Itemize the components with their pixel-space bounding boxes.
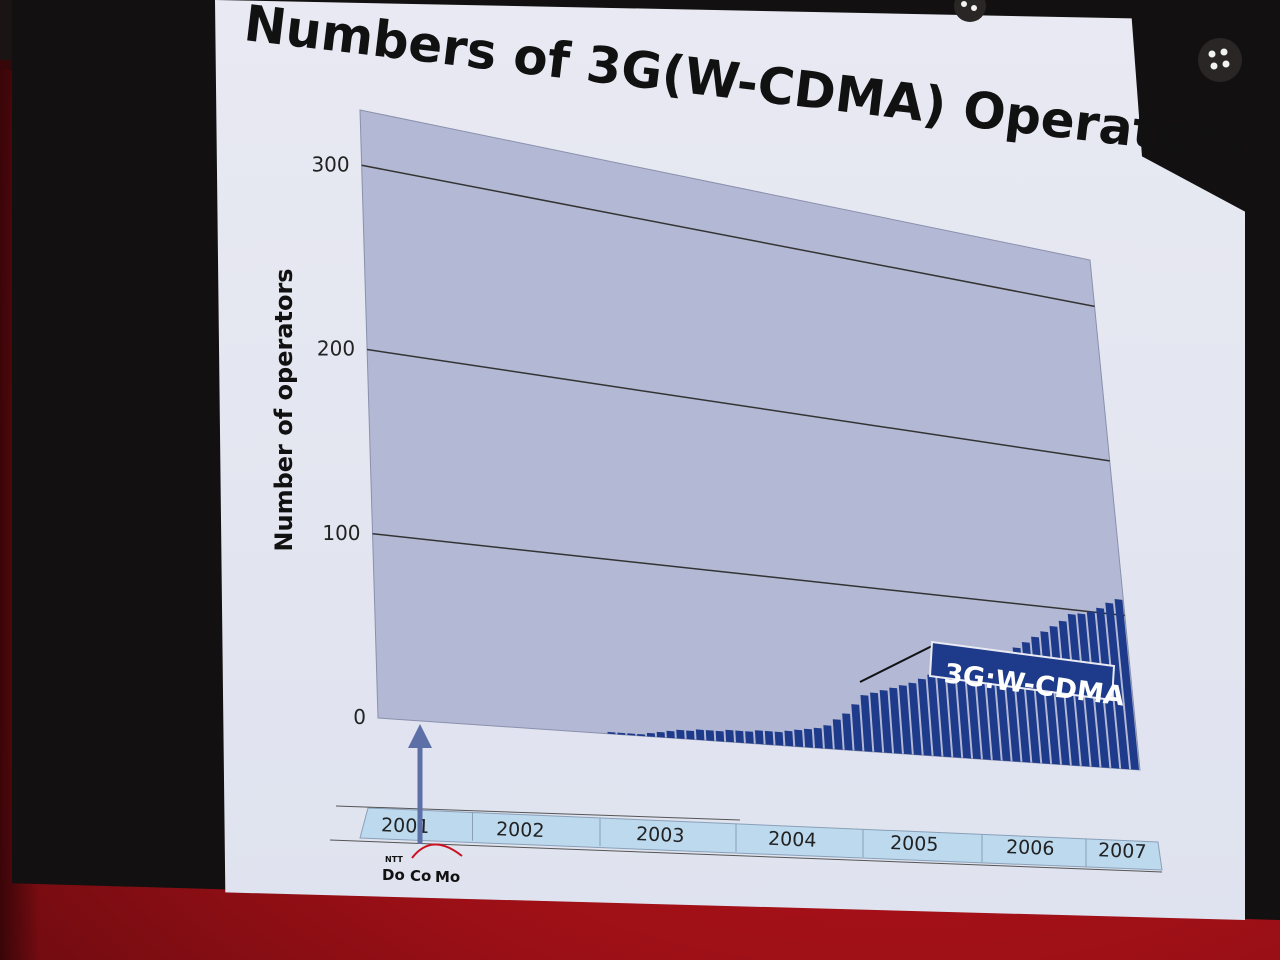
logo-mo-text: Mo — [435, 868, 460, 886]
year-label: 2007 — [1098, 839, 1147, 863]
logo-do-text: Do — [382, 866, 405, 884]
bar — [725, 729, 735, 743]
y-tick-label: 200 — [317, 337, 355, 361]
year-band-bottom-line — [329, 839, 1163, 873]
bar — [965, 661, 981, 760]
bar — [879, 690, 893, 754]
bar — [803, 728, 814, 748]
year-label: 2004 — [768, 828, 817, 852]
bar — [764, 730, 774, 745]
bar — [774, 731, 784, 746]
bar — [955, 664, 972, 759]
bar — [754, 730, 764, 745]
bar — [813, 727, 823, 749]
bar — [686, 730, 695, 740]
bar — [715, 730, 725, 742]
year-label: 2005 — [890, 832, 939, 856]
bar — [974, 659, 991, 760]
y-tick-labels: 0 100 200 300 — [311, 152, 366, 729]
bar — [666, 730, 675, 739]
bar — [745, 731, 754, 744]
bar — [617, 732, 626, 735]
year-label: 2002 — [496, 818, 545, 842]
stage-light-icon — [1198, 38, 1242, 82]
arrow-up-icon — [408, 724, 432, 844]
bar — [842, 713, 853, 751]
bar — [870, 692, 883, 753]
bar — [695, 729, 705, 741]
bar — [607, 731, 616, 735]
stage-light-icon — [954, 0, 986, 22]
bar — [860, 694, 873, 752]
y-axis-label: Number of operators — [270, 268, 298, 551]
bar — [917, 678, 932, 756]
gridline — [372, 533, 1125, 617]
plot-area — [359, 109, 1141, 771]
bar — [794, 729, 804, 748]
bar — [832, 719, 843, 750]
bar — [705, 730, 715, 741]
y-tick-label: 100 — [322, 521, 360, 545]
bar — [908, 682, 922, 756]
year-label: 2006 — [1006, 836, 1055, 860]
bar — [1114, 599, 1140, 770]
logo-ntt-text: NTT — [385, 855, 403, 864]
bar — [656, 731, 665, 738]
year-band — [359, 807, 1163, 871]
bar — [889, 687, 902, 754]
bar — [646, 732, 656, 737]
bar — [735, 730, 744, 743]
bar — [851, 704, 863, 752]
bar — [637, 733, 646, 737]
bar — [936, 670, 952, 758]
bar — [627, 733, 636, 736]
gridlines — [361, 164, 1125, 617]
gridline — [361, 164, 1095, 308]
y-tick-label: 300 — [311, 152, 349, 176]
docomo-logo: NTT Do Co Mo — [382, 843, 463, 886]
bar — [823, 725, 833, 750]
bar — [784, 730, 794, 747]
bar — [1105, 602, 1130, 770]
year-label: 2003 — [636, 823, 685, 847]
gridline — [366, 348, 1110, 462]
bar — [898, 685, 912, 755]
bar — [676, 729, 685, 739]
year-band-top-line — [335, 805, 741, 821]
y-tick-label: 0 — [353, 705, 366, 729]
bar — [927, 674, 942, 757]
logo-co-text: Co — [410, 867, 431, 885]
bar — [946, 666, 962, 758]
